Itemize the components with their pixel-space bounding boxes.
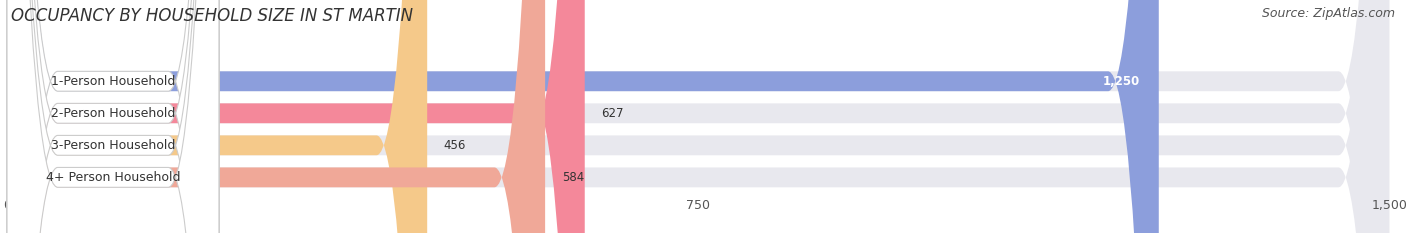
Text: 4+ Person Household: 4+ Person Household xyxy=(46,171,180,184)
Text: 1,250: 1,250 xyxy=(1104,75,1140,88)
Text: 456: 456 xyxy=(444,139,467,152)
FancyBboxPatch shape xyxy=(7,0,1389,233)
Text: 3-Person Household: 3-Person Household xyxy=(51,139,176,152)
FancyBboxPatch shape xyxy=(7,0,219,233)
FancyBboxPatch shape xyxy=(7,0,585,233)
Text: OCCUPANCY BY HOUSEHOLD SIZE IN ST MARTIN: OCCUPANCY BY HOUSEHOLD SIZE IN ST MARTIN xyxy=(11,7,413,25)
FancyBboxPatch shape xyxy=(7,0,1389,233)
FancyBboxPatch shape xyxy=(7,0,1389,233)
Text: 2-Person Household: 2-Person Household xyxy=(51,107,176,120)
Text: 1-Person Household: 1-Person Household xyxy=(51,75,176,88)
FancyBboxPatch shape xyxy=(7,0,219,233)
FancyBboxPatch shape xyxy=(7,0,427,233)
FancyBboxPatch shape xyxy=(7,0,219,233)
FancyBboxPatch shape xyxy=(7,0,546,233)
FancyBboxPatch shape xyxy=(7,0,1389,233)
Text: Source: ZipAtlas.com: Source: ZipAtlas.com xyxy=(1261,7,1395,20)
Text: 584: 584 xyxy=(562,171,583,184)
Text: 627: 627 xyxy=(602,107,624,120)
FancyBboxPatch shape xyxy=(7,0,219,233)
FancyBboxPatch shape xyxy=(7,0,1159,233)
